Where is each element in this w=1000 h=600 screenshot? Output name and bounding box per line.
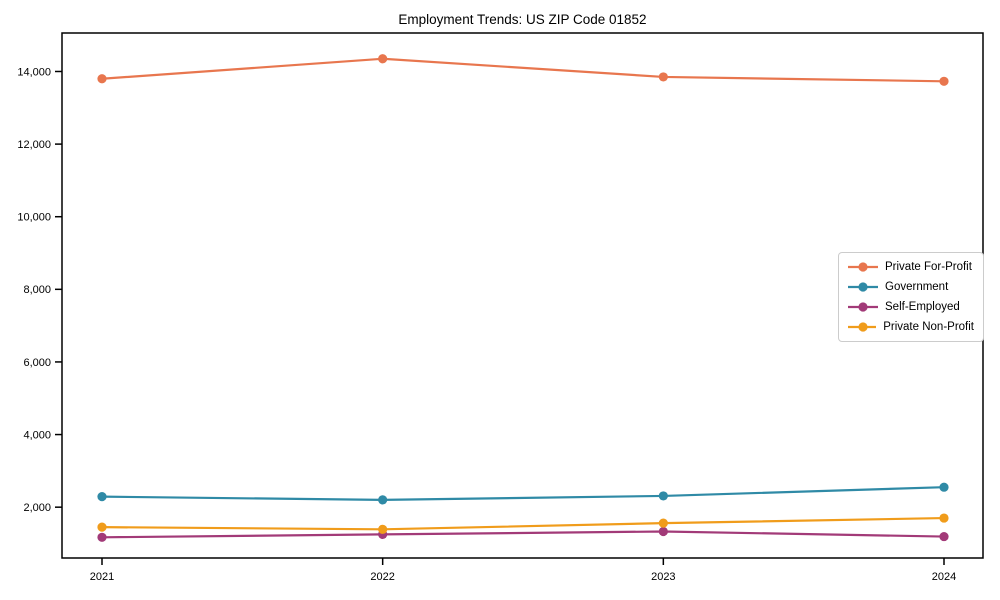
legend-label: Private Non-Profit — [883, 321, 974, 333]
data-point-private-for-profit-2022 — [378, 54, 388, 64]
data-point-government-2022 — [378, 495, 388, 505]
data-point-private-for-profit-2021 — [97, 74, 107, 84]
legend-line-marker-icon — [848, 322, 877, 332]
legend: Private For-Profit Government Self-Employe… — [838, 252, 984, 342]
data-point-government-2023 — [658, 491, 668, 501]
x-axis-tick-label: 2021 — [90, 571, 114, 583]
data-point-self-employed-2021 — [97, 532, 107, 542]
data-point-private-non-profit-2022 — [378, 524, 388, 534]
data-point-private-for-profit-2023 — [658, 72, 668, 82]
x-axis-tick-label: 2023 — [651, 571, 675, 583]
legend-item-private-for-profit: Private For-Profit — [848, 257, 974, 277]
data-point-self-employed-2024 — [939, 531, 949, 542]
y-axis-tick-label: 14,000 — [17, 66, 51, 78]
x-axis-tick-label: 2024 — [932, 571, 956, 583]
legend-label: Private For-Profit — [885, 261, 972, 273]
legend-line-marker-icon — [848, 262, 878, 272]
series-line-private-for-profit — [101, 57, 945, 83]
data-point-self-employed-2023 — [658, 526, 668, 537]
legend-line-marker-icon — [848, 302, 878, 312]
series-line-government — [101, 486, 945, 502]
legend-label: Government — [885, 281, 949, 293]
legend-item-government: Government — [848, 277, 974, 297]
y-axis-tick-label: 8,000 — [23, 284, 51, 296]
data-point-private-non-profit-2023 — [658, 518, 668, 528]
legend-line-marker-icon — [848, 282, 878, 292]
data-point-private-for-profit-2024 — [939, 76, 949, 86]
legend-label: Self-Employed — [885, 301, 960, 313]
y-axis-tick-label: 6,000 — [23, 357, 51, 369]
legend-item-private-non-profit: Private Non-Profit — [848, 317, 974, 337]
series-line-private-non-profit — [101, 516, 945, 531]
y-axis-tick-label: 12,000 — [17, 139, 51, 151]
series-line-self-employed — [101, 530, 945, 539]
y-axis-tick-label: 10,000 — [17, 212, 51, 224]
data-point-government-2024 — [939, 482, 949, 492]
x-axis-tick-label: 2022 — [370, 571, 394, 583]
y-axis-tick-label: 2,000 — [23, 502, 51, 514]
chart-title: Employment Trends: US ZIP Code 01852 — [398, 12, 647, 27]
data-point-private-non-profit-2021 — [97, 522, 107, 532]
data-point-private-non-profit-2024 — [939, 513, 949, 523]
data-point-government-2021 — [97, 492, 107, 502]
y-axis-tick-label: 4,000 — [23, 429, 51, 441]
legend-item-self-employed: Self-Employed — [848, 297, 974, 317]
